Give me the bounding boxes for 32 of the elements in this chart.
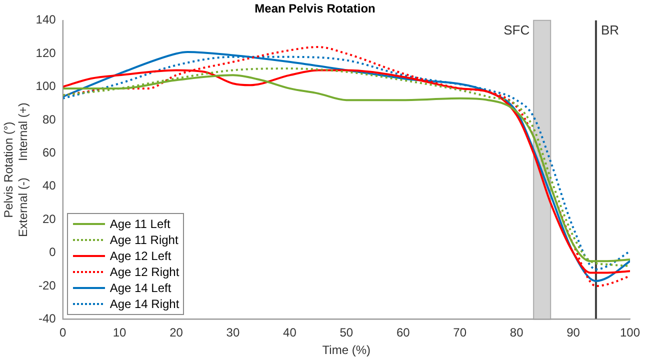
y-tick-label: 120 — [36, 46, 56, 60]
x-tick-label: 20 — [170, 326, 184, 340]
x-tick-label: 70 — [453, 326, 467, 340]
y-tick-label: 140 — [36, 12, 56, 27]
legend-label: Age 12 Left — [110, 249, 172, 264]
legend-label: Age 12 Right — [110, 265, 180, 280]
y-tick-label: 100 — [36, 79, 56, 94]
y-tick-label: 0 — [49, 245, 56, 260]
x-tick-label: 40 — [283, 326, 297, 340]
y-tick-label: 40 — [42, 178, 56, 193]
x-axis-title: Time (%) — [322, 343, 371, 358]
x-tick-label: 80 — [510, 326, 524, 340]
x-tick-label: 50 — [340, 326, 354, 340]
y-tick-label: -40 — [38, 312, 56, 326]
y-axis-title: Pelvis Rotation (°) External (-) Internal (+) — [2, 102, 30, 237]
y-tick-label: 80 — [42, 112, 56, 126]
x-tick-label: 0 — [59, 326, 66, 340]
legend-label: Age 14 Left — [110, 281, 172, 296]
x-tick-label: 100 — [620, 326, 640, 340]
legend-label: Age 11 Right — [110, 233, 178, 248]
x-tick-label: 60 — [396, 326, 410, 340]
x-tick-label: 10 — [112, 326, 127, 340]
y-tick-label: 20 — [42, 212, 56, 226]
x-tick-label: 90 — [566, 326, 580, 340]
legend-label: Age 11 Left — [110, 217, 170, 232]
ref-line-label: BR — [600, 22, 620, 38]
x-tick-label: 30 — [226, 326, 240, 340]
y-tick-label: 60 — [42, 146, 56, 160]
y-tick-label: -20 — [38, 278, 56, 292]
chart-title: Mean Pelvis Rotation — [254, 2, 376, 16]
band-label: SFC — [504, 22, 530, 38]
legend-label: Age 14 Right — [110, 297, 180, 312]
